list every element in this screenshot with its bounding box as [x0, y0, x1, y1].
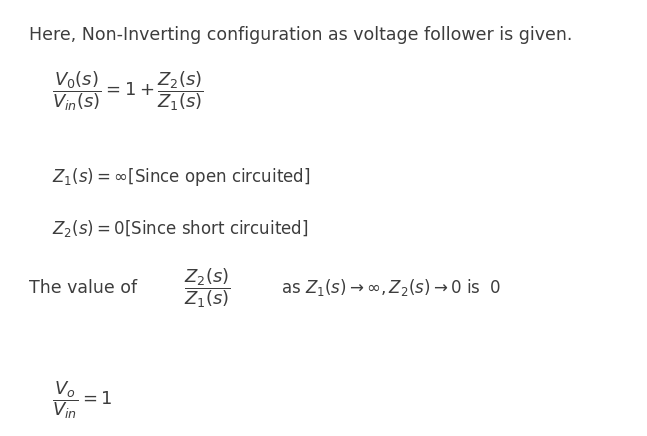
Text: $Z_1(s)=\infty$[Since open circuited]: $Z_1(s)=\infty$[Since open circuited] — [52, 166, 310, 187]
Text: $\dfrac{Z_2(s)}{Z_1(s)}$: $\dfrac{Z_2(s)}{Z_1(s)}$ — [184, 266, 231, 310]
Text: $\dfrac{V_o}{V_{in}}=1$: $\dfrac{V_o}{V_{in}}=1$ — [52, 379, 112, 421]
Text: Here, Non-Inverting configuration as voltage follower is given.: Here, Non-Inverting configuration as vol… — [29, 26, 573, 44]
Text: $Z_2(s)=0$[Since short circuited]: $Z_2(s)=0$[Since short circuited] — [52, 218, 308, 239]
Text: The value of: The value of — [29, 279, 137, 297]
Text: $\dfrac{V_0(s)}{V_{in}(s)}=1+\dfrac{Z_2(s)}{Z_1(s)}$: $\dfrac{V_0(s)}{V_{in}(s)}=1+\dfrac{Z_2(… — [52, 70, 204, 113]
Text: as $Z_1(s)\rightarrow\infty,Z_2(s)\rightarrow 0$ is  $0$: as $Z_1(s)\rightarrow\infty,Z_2(s)\right… — [281, 277, 502, 298]
